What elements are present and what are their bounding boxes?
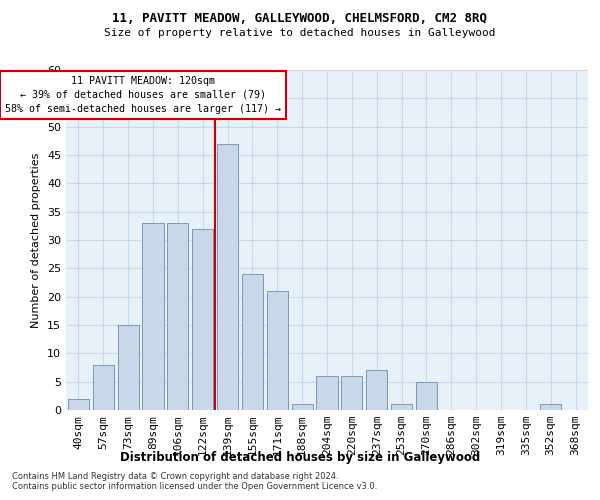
Bar xyxy=(93,364,114,410)
Text: 11 PAVITT MEADOW: 120sqm
← 39% of detached houses are smaller (79)
58% of semi-d: 11 PAVITT MEADOW: 120sqm ← 39% of detach… xyxy=(5,76,281,114)
Bar xyxy=(391,404,412,410)
Bar xyxy=(267,291,288,410)
Bar xyxy=(540,404,561,410)
Bar xyxy=(341,376,362,410)
Text: Contains public sector information licensed under the Open Government Licence v3: Contains public sector information licen… xyxy=(12,482,377,491)
Bar xyxy=(292,404,313,410)
Text: Contains HM Land Registry data © Crown copyright and database right 2024.: Contains HM Land Registry data © Crown c… xyxy=(12,472,338,481)
Bar xyxy=(217,144,238,410)
Text: 11, PAVITT MEADOW, GALLEYWOOD, CHELMSFORD, CM2 8RQ: 11, PAVITT MEADOW, GALLEYWOOD, CHELMSFOR… xyxy=(113,12,487,26)
Bar xyxy=(316,376,338,410)
Bar xyxy=(142,223,164,410)
Bar xyxy=(167,223,188,410)
Bar xyxy=(242,274,263,410)
Text: Size of property relative to detached houses in Galleywood: Size of property relative to detached ho… xyxy=(104,28,496,38)
Bar xyxy=(192,228,213,410)
Text: Distribution of detached houses by size in Galleywood: Distribution of detached houses by size … xyxy=(120,451,480,464)
Y-axis label: Number of detached properties: Number of detached properties xyxy=(31,152,41,328)
Bar xyxy=(118,325,139,410)
Bar xyxy=(68,398,89,410)
Bar xyxy=(366,370,387,410)
Bar xyxy=(416,382,437,410)
